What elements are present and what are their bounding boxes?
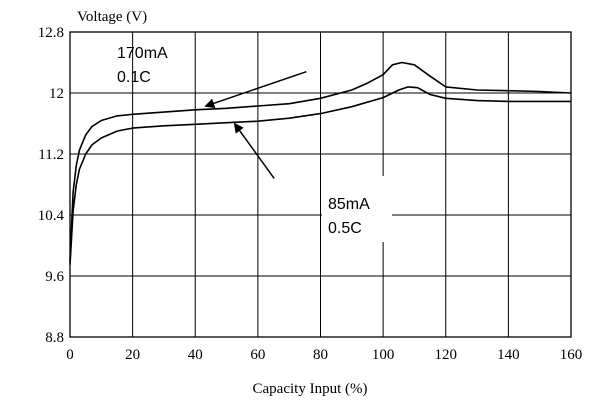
y-tick-label: 12.8 bbox=[38, 25, 64, 41]
x-axis-label: Capacity Input (%) bbox=[253, 381, 368, 397]
x-tick-label: 80 bbox=[313, 347, 328, 363]
y-tick-label: 11.2 bbox=[38, 147, 64, 163]
plot-border bbox=[69, 31, 572, 338]
x-tick-label: 60 bbox=[250, 347, 265, 363]
x-tick-label: 100 bbox=[372, 347, 395, 363]
series-line-lower bbox=[69, 86, 571, 265]
x-tick-label: 140 bbox=[497, 347, 520, 363]
annotation-text-170ma: 170mA bbox=[117, 45, 168, 62]
series-group bbox=[69, 61, 572, 265]
annotations: 170mA 0.1C 85mA 0.5C bbox=[117, 45, 392, 242]
y-tick-label: 10.4 bbox=[38, 208, 65, 224]
plot-frame bbox=[69, 31, 572, 338]
x-tick-label: 120 bbox=[435, 347, 458, 363]
y-tick-label: 8.8 bbox=[45, 330, 64, 346]
x-tick-label: 0 bbox=[66, 347, 74, 363]
tick-labels: 8.8 9.6 10.4 11.2 12 12.8 0 20 40 60 80 100 120 140 16… bbox=[38, 25, 583, 363]
y-axis-label: Voltage (V) bbox=[77, 9, 147, 25]
x-tick-label: 40 bbox=[188, 347, 203, 363]
annotation-text-85ma: 85mA bbox=[328, 196, 370, 213]
annotation-arrow-170ma bbox=[204, 70, 307, 109]
annotation-text-85ma: 0.5C bbox=[328, 220, 362, 237]
y-tick-label: 9.6 bbox=[45, 269, 64, 285]
annotation-arrow-85ma bbox=[233, 122, 275, 179]
x-tick-label: 20 bbox=[125, 347, 140, 363]
y-tick-label: 12 bbox=[49, 86, 64, 102]
series-line-upper bbox=[69, 61, 572, 261]
x-tick-label: 160 bbox=[560, 347, 583, 363]
annotation-box-85ma bbox=[322, 176, 392, 242]
annotation-text-170ma: 0.1C bbox=[117, 69, 151, 86]
